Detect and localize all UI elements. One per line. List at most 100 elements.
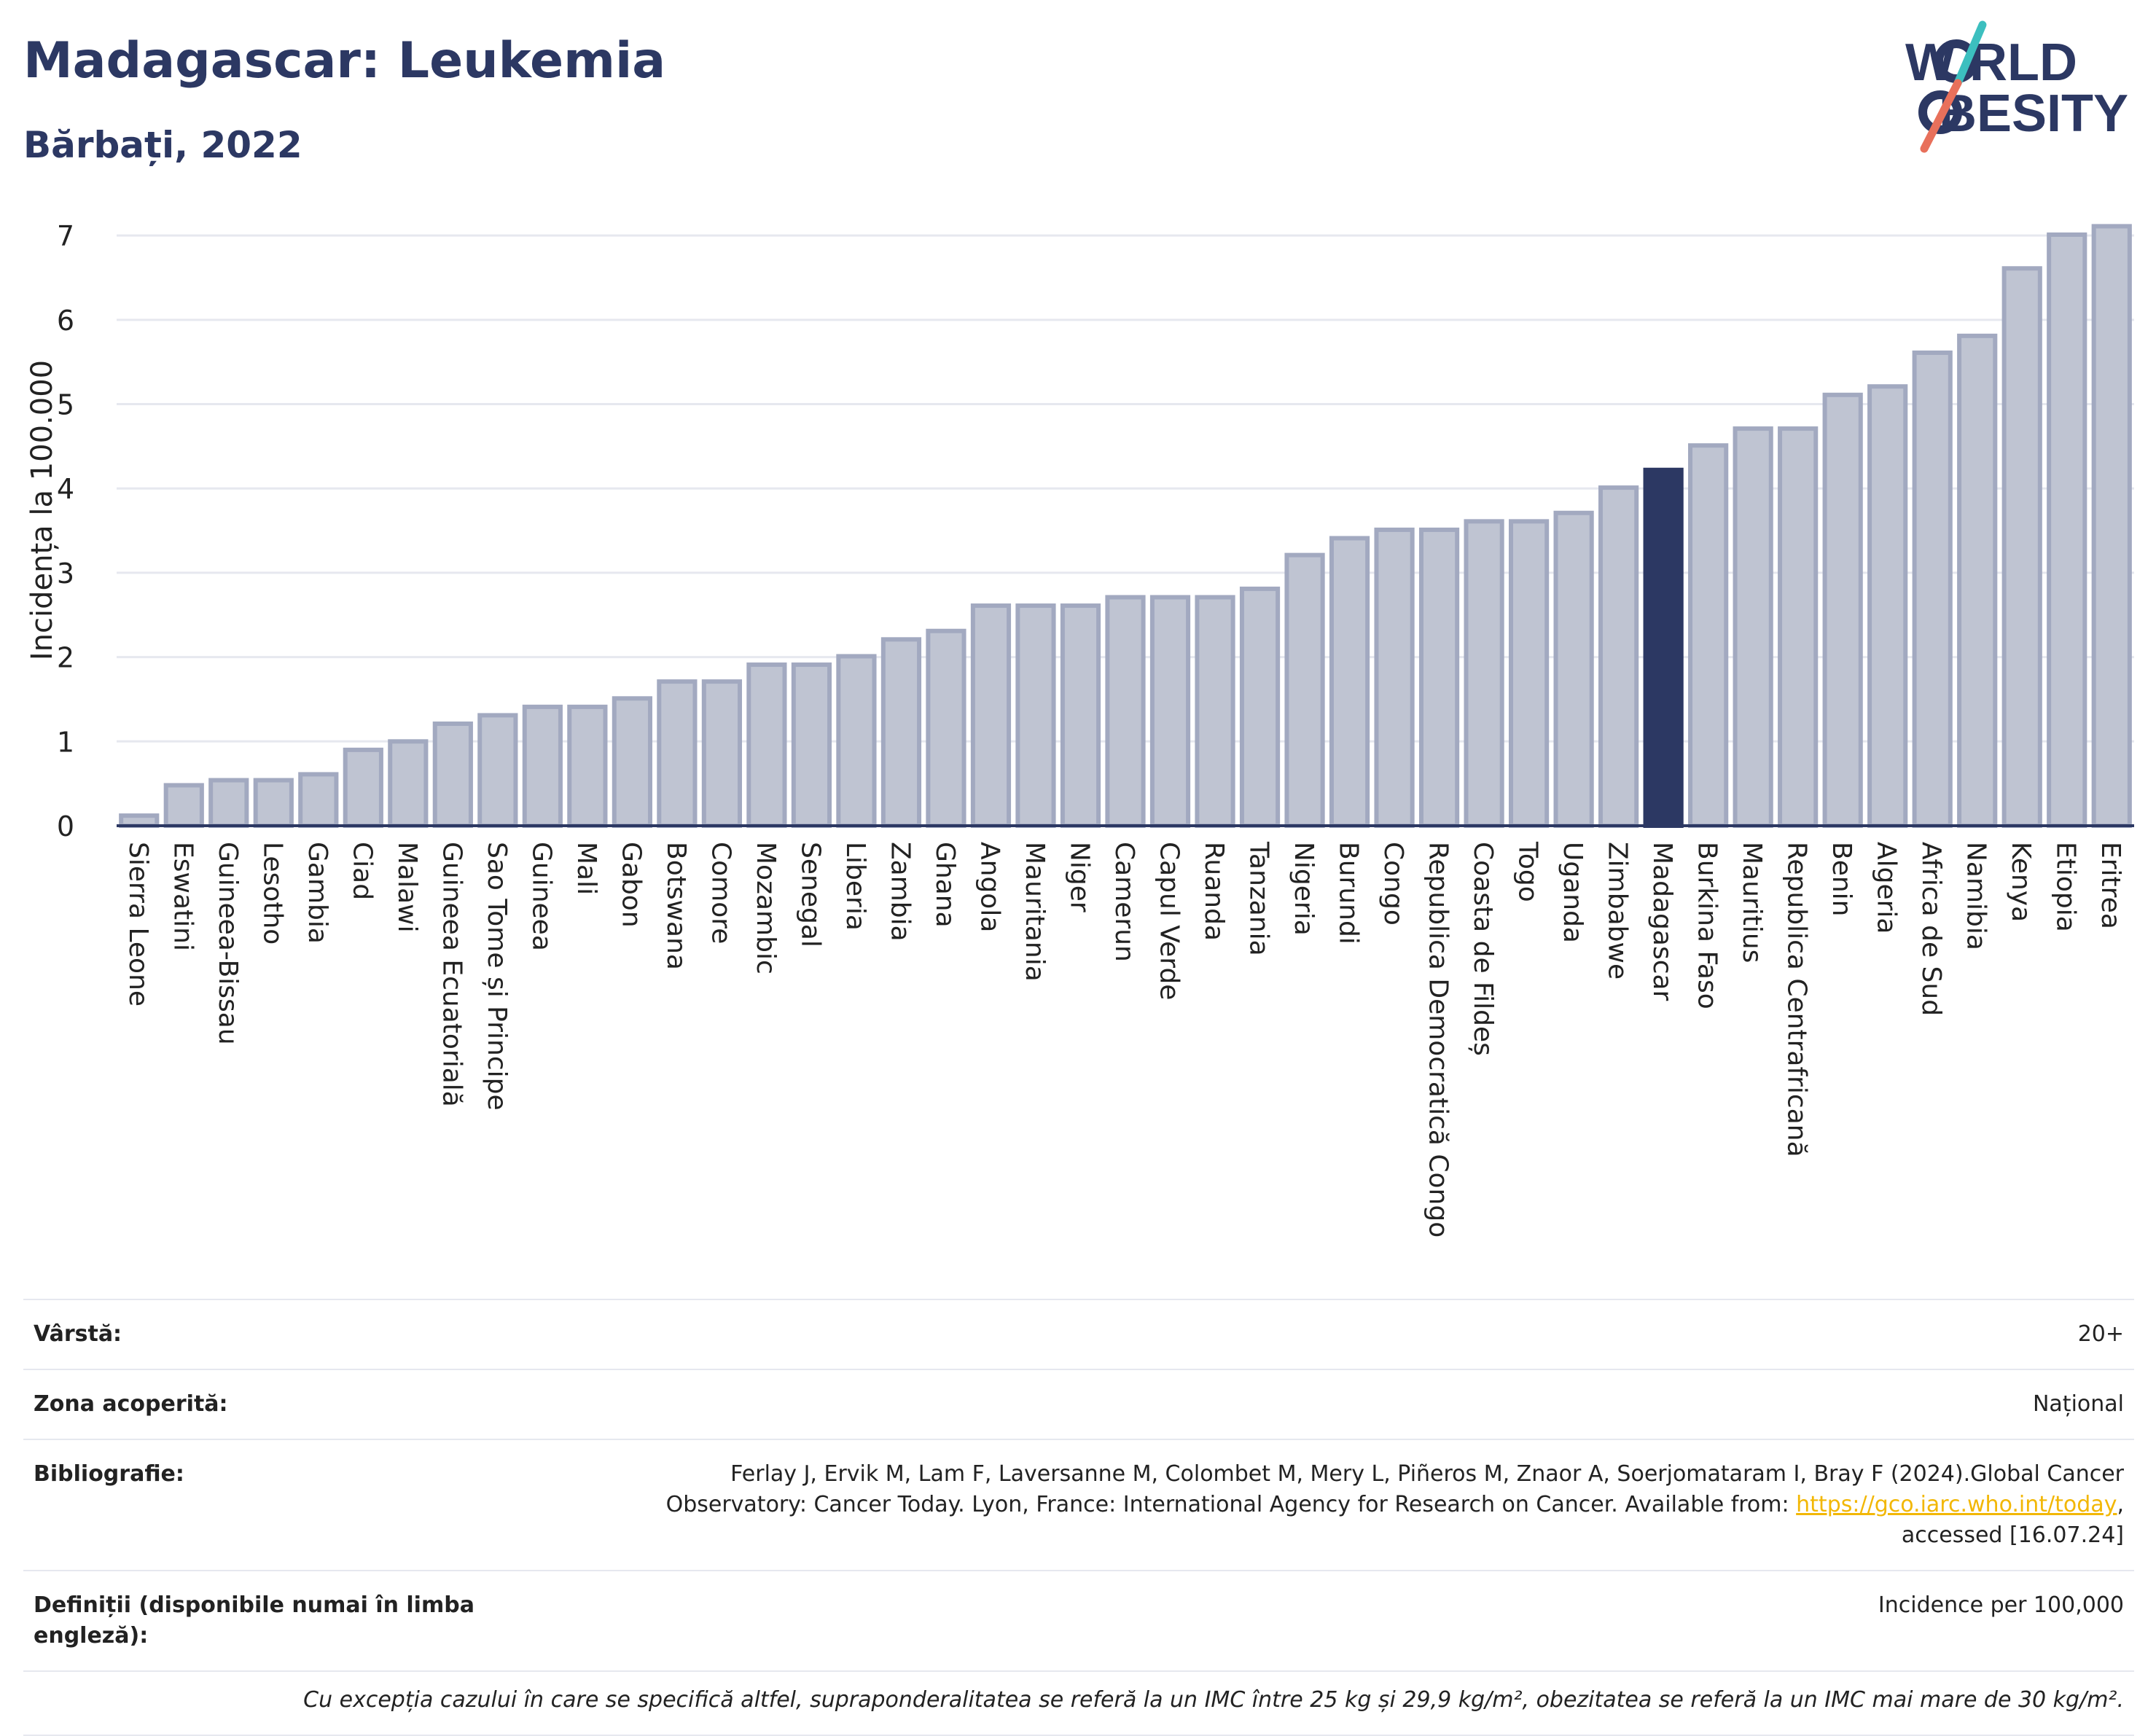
x-tick-label: Togo [1513,841,1543,902]
x-tick-label: Uganda [1558,842,1587,943]
y-tick-label: 1 [57,726,74,758]
x-tick-label: Republica Democratică Congo [1423,842,1453,1238]
bar [1464,519,1504,829]
x-tick-label: Senegal [795,842,825,947]
bar [1778,426,1819,828]
definitions-label: Definiții (disponibile numai în limba en… [23,1570,496,1671]
bar [522,704,563,829]
bibliography-value: Ferlay J, Ervik M, Lam F, Laversanne M, … [496,1439,2134,1571]
y-tick-label: 3 [57,558,74,590]
bar [253,778,294,829]
x-tick-label: Comore [706,842,735,944]
bar [1239,586,1281,828]
age-value: 20+ [496,1299,2134,1369]
bar [1418,527,1460,828]
bar [298,772,339,828]
bar [1284,552,1325,829]
bibliography-line1: Ferlay J, Ervik M, Lam F, Laversanne M, … [730,1461,2124,1487]
x-tick-label: Camerun [1109,842,1139,962]
x-tick-label: Guineea Ecuatorială [437,842,466,1107]
x-tick-label: Sierra Leone [123,842,153,1006]
logo-slash-teal [1953,20,1987,87]
bar [1508,519,1550,829]
x-tick-label: Sao Tome și Principe [482,842,512,1111]
x-tick-label: Botswana [661,842,691,970]
bar [388,739,429,828]
x-tick-label: Mauritius [1737,842,1767,963]
page-subtitle: Bărbați, 2022 [23,124,302,166]
bibliography-line2: Observatory: Cancer Today. Lyon, France:… [665,1492,1797,1517]
x-tick-label: Mali [571,842,601,895]
logo-o-ring-2 [1918,90,1962,134]
bibliography-line2-end: , [2117,1492,2124,1517]
area-label: Zona acoperită: [23,1369,496,1439]
bar [1060,603,1101,828]
info-row-area: Zona acoperită: Național [23,1369,2134,1439]
bar [836,654,877,828]
bar [1688,443,1729,828]
bar [1105,595,1146,829]
x-tick-label: Madagascar [1647,842,1677,1001]
y-tick-label: 6 [57,305,74,337]
bar [1329,536,1370,828]
info-row-bibliography: Bibliografie: Ferlay J, Ervik M, Lam F, … [23,1439,2134,1571]
info-row-note: Cu excepția cazului în care se specifică… [23,1670,2134,1736]
x-tick-label: Mauritania [1020,842,1050,982]
bar [2047,232,2087,828]
bibliography-label: Bibliografie: [23,1439,496,1571]
x-tick-label: Benin [1827,842,1856,916]
x-tick-label: Etiopia [2051,842,2081,932]
x-tick-label: Zimbabwe [1603,842,1633,980]
bar [1957,333,1998,828]
bar-highlight [1643,467,1684,829]
x-tick-label: Coasta de Fildeș [1468,842,1498,1056]
bar [880,637,922,829]
bar [1867,384,1908,828]
x-tick-label: Malawi [392,842,422,933]
bar [701,679,743,828]
x-tick-label: Gabon [616,842,646,928]
x-tick-label: Angola [975,842,1004,932]
info-row-age: Vârstă: 20+ [23,1299,2134,1369]
y-tick-label: 7 [57,220,74,252]
bar [567,704,608,829]
info-row-definitions: Definiții (disponibile numai în limba en… [23,1570,2134,1671]
bar [119,813,160,829]
y-tick-label: 2 [57,642,74,674]
bar [1598,485,1639,829]
info-table: Vârstă: 20+ Zona acoperită: Național Bib… [23,1299,2134,1736]
logo-line1: W RLD [1905,34,2077,92]
world-obesity-logo: W RLD BESITY [1905,20,2128,153]
x-tick-label: Guineea-Bissau [213,842,243,1045]
x-tick-label: Algeria [1872,842,1902,934]
x-tick-label: Congo [1378,842,1408,926]
x-tick-label: Liberia [840,842,870,931]
bar [163,783,204,829]
bar [1015,603,1056,828]
x-tick-label: Kenya [2006,842,2036,922]
x-tick-label: Niger [1064,842,1094,912]
bar [970,603,1012,828]
x-tick-label: Burundi [1334,842,1364,945]
age-label: Vârstă: [23,1299,496,1369]
x-tick-label: Gambia [302,842,332,944]
bar [1822,392,1863,828]
footnote: Cu excepția cazului în care se specifică… [23,1670,2134,1736]
bar [208,778,249,829]
bar [343,747,383,828]
area-value: Național [496,1369,2134,1439]
page-title: Madagascar: Leukemia [23,32,666,90]
bar [612,696,652,828]
bar [1733,426,1773,828]
bar [791,662,832,829]
bibliography-link[interactable]: https://gco.iarc.who.int/today [1796,1492,2117,1517]
x-tick-label: Burkina Faso [1692,842,1722,1009]
bar [746,662,787,829]
x-tick-label: Capul Verde [1155,842,1184,1000]
y-tick-label: 4 [57,473,74,505]
x-tick-label: Zambia [885,842,915,942]
x-tick-label: Tanzania [1244,841,1274,956]
x-tick-label: Mozambic [751,842,781,974]
bar [1149,595,1191,829]
bar [432,722,473,828]
